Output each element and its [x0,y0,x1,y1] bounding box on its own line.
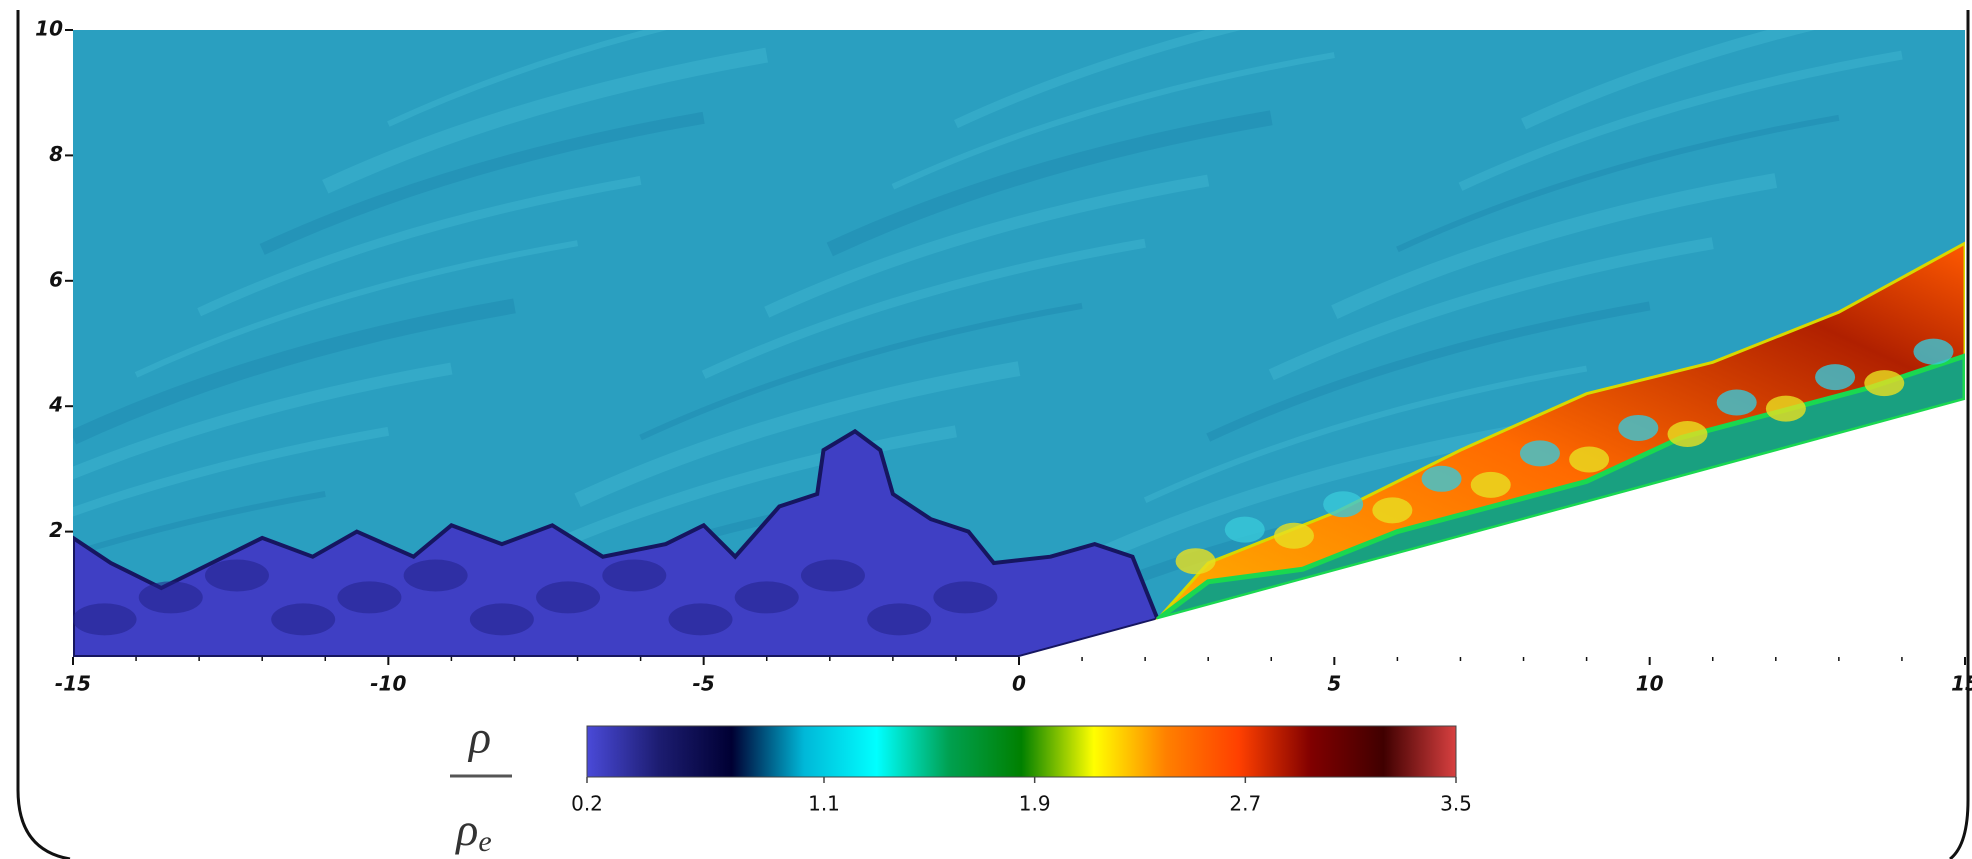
y-tick-label: 8 [49,142,63,166]
x-tick-label: 0 [1012,672,1026,696]
flow-streak [1521,30,1815,130]
flow-streak [73,426,390,517]
flow-streak [826,110,1273,257]
flow-streak [764,174,1210,318]
vortex [602,559,667,592]
vortex [337,581,402,614]
frame [16,10,71,859]
vortex [800,559,865,592]
y-tick-label: 2 [49,518,63,542]
mixing-eddy [1470,471,1511,498]
x-tick-label: 10 [1636,672,1664,696]
x-tick-label: -5 [693,672,715,696]
vortex [734,581,799,614]
mixing-eddy [1815,364,1856,391]
mixing-eddy [1273,522,1314,549]
denominator-subscript: e [478,825,491,858]
vortex [271,603,336,636]
flow-streak [259,111,705,255]
colorbar-tick-label: 3.5 [1440,792,1472,816]
vortex [204,559,269,592]
colorbar-tick-label: 2.7 [1229,792,1261,816]
mixing-eddy [1421,465,1462,492]
colorbar-numerator: ρ [467,712,491,763]
flow-streak [134,240,579,378]
vortex [469,603,534,636]
frame [1949,10,1970,859]
x-tick-label: -15 [55,672,91,696]
flow-streak [197,176,642,317]
x-tick-label: 5 [1327,672,1341,696]
flow-streak [1078,423,1525,570]
x-tick-label: 15 [1951,672,1972,696]
wedge [1019,399,1965,657]
flow-streak [1396,114,1840,253]
shocked-layer [1153,241,1965,623]
mixing-eddy [1323,491,1364,518]
vortex [933,581,998,614]
flow-streak [1143,365,1588,503]
vortex [73,603,137,636]
flow-streak [1458,50,1903,191]
y-tick-label: 4 [48,393,63,417]
flow-streak [322,47,769,194]
mixing-eddy [1864,370,1905,397]
mixing-eddy [1716,389,1757,416]
flow-streak [891,52,1335,190]
mixing-eddy [1519,440,1560,467]
vortex [403,559,468,592]
vortex [668,603,733,636]
axes: -15 -10 -5 0 5 10 15 2 4 6 8 10 [35,17,1972,696]
flow-streak [639,302,1083,441]
density-field [73,30,1965,657]
x-tick-label: -10 [370,672,406,696]
flow-streak [1268,237,1714,381]
y-tick-label: 10 [35,17,63,41]
mixing-eddy [1667,421,1708,448]
colorbar-tick-label: 0.2 [571,792,603,816]
mixing-eddy [1175,548,1216,575]
mixing-eddy [1913,338,1954,365]
mixing-eddy [1224,516,1265,543]
colorbar-tick-label: 1.1 [808,792,840,816]
flow-streak [387,30,668,127]
colorbar-tick-label: 1.9 [1019,792,1051,816]
flow-streak [954,30,1241,129]
mixing-eddy [1765,395,1806,422]
mixing-eddy [1569,446,1610,473]
flow-streak [73,362,453,480]
vortex [867,603,932,636]
denominator-symbol: ρ [454,804,478,855]
vortex [138,581,203,614]
y-tick-label: 6 [49,267,63,291]
flow-streak [73,298,516,445]
mixing-eddy [1618,414,1659,441]
vortex [536,581,601,614]
flow-streak [574,361,1021,508]
flow-streak [701,238,1146,379]
colorbar-denominator: ρe [454,804,491,858]
colorbar [586,725,1457,778]
mixing-eddy [1372,497,1413,524]
mixing-layer [1156,353,1965,622]
flow-streak [1331,173,1778,319]
flow-streak [1206,301,1651,442]
